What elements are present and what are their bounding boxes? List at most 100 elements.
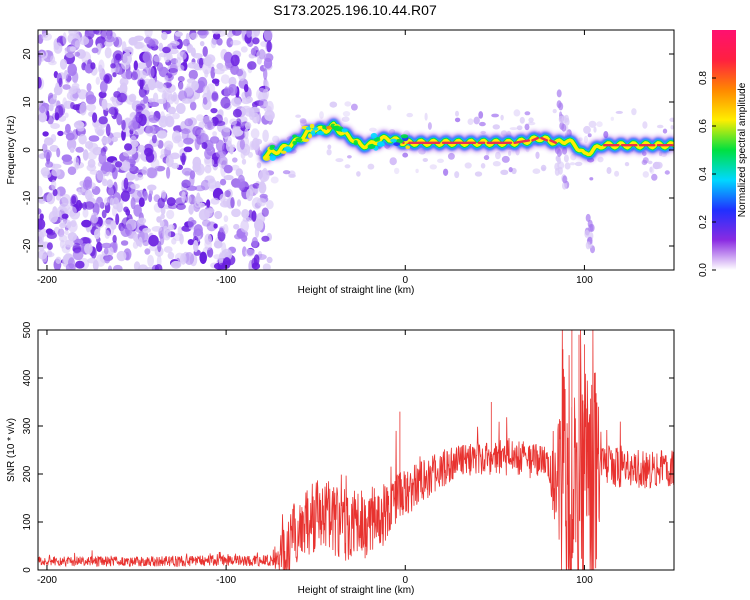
noise-blob [189,173,195,187]
noise-blob [38,53,42,66]
noise-blob [508,167,513,173]
ridge-trace [258,116,674,164]
noise-streak [563,154,569,163]
noise-blob [188,204,194,215]
noise-blob [111,136,118,142]
noise-blob [156,98,167,105]
noise-blob [61,213,69,219]
noise-streak [557,166,563,175]
noise-blob [87,151,97,160]
noise-blob [474,171,483,177]
ridge-blob [292,140,297,145]
noise-blob [165,115,175,128]
noise-blob [130,197,136,210]
figure-title: S173.2025.196.10.44.R07 [273,2,437,18]
noise-blob [422,158,428,162]
noise-blob [369,127,377,132]
noise-blob [170,152,180,160]
noise-blob [101,209,107,219]
noise-blob [196,114,204,122]
noise-blob [216,38,223,46]
noise-blob [245,96,253,103]
noise-blob [98,91,107,99]
noise-blob [193,195,203,208]
ridge-blob [341,128,348,133]
noise-blob [113,36,123,48]
noise-blob [181,191,186,203]
noise-blob [87,159,96,168]
noise-blob [589,177,594,181]
noise-blob [151,226,163,232]
noise-blob [49,97,57,108]
noise-blob [74,51,81,57]
noise-blob [113,91,121,98]
noise-blob [91,47,99,54]
noise-blob [160,213,165,220]
noise-blob [569,162,576,166]
noise-blob [178,81,184,92]
colorbar-ticks: 0.0 0.2 0.4 0.6 0.8 [698,71,716,277]
noise-blob [583,125,591,134]
noise-blob [253,30,261,37]
ridge-blob [370,132,378,139]
noise-blob [82,149,89,161]
noise-blob [588,120,597,128]
noise-blob [389,157,397,166]
noise-blobs [38,30,674,270]
noise-blob [251,197,262,210]
noise-blob [240,121,245,128]
noise-blob [188,69,198,80]
noise-blob [157,240,162,253]
noise-blob [335,158,344,163]
noise-blob [101,242,112,249]
noise-blob [387,104,392,111]
noise-blob [123,177,129,190]
noise-blob [232,30,242,36]
noise-blob [109,197,114,206]
noise-streak [556,148,562,157]
noise-blob [223,51,233,64]
spectrogram-x-ticks: -200 -100 0 100 [37,30,593,286]
ridge-blob [374,136,381,142]
noise-blob [128,37,138,46]
noise-blob [75,146,84,153]
snr-x-tick-label: 100 [576,575,593,586]
noise-blob [261,207,269,217]
noise-blob [111,206,117,217]
noise-blob [244,128,249,140]
noise-blob [96,241,103,253]
noise-blob [56,194,61,201]
noise-blob [161,31,168,41]
colorbar-tick-label: 0.6 [698,119,709,133]
noise-blob [202,46,208,57]
noise-blob [98,152,107,165]
noise-blob [78,134,87,145]
noise-blob [256,162,262,169]
noise-blob [215,139,225,152]
noise-blob [631,108,637,116]
noise-blob [46,192,56,205]
noise-blob [38,100,46,114]
noise-blob [49,144,59,152]
ridge-blob [305,126,312,131]
noise-blob [250,128,260,139]
noise-blob [367,163,375,170]
noise-blob [181,128,189,141]
noise-blob [81,219,92,228]
noise-blob [69,147,75,153]
noise-blob [159,220,165,228]
noise-blob [251,236,259,248]
noise-blob [137,78,146,87]
noise-blob [202,62,212,75]
noise-blob [207,178,217,189]
noise-blob [168,48,179,55]
noise-blob [252,37,260,45]
noise-blob [104,197,109,206]
noise-blob [66,137,77,151]
noise-blob [258,182,267,194]
noise-blob [47,115,54,125]
noise-blob [123,46,134,53]
noise-blob [38,197,44,203]
noise-blob [67,232,78,241]
